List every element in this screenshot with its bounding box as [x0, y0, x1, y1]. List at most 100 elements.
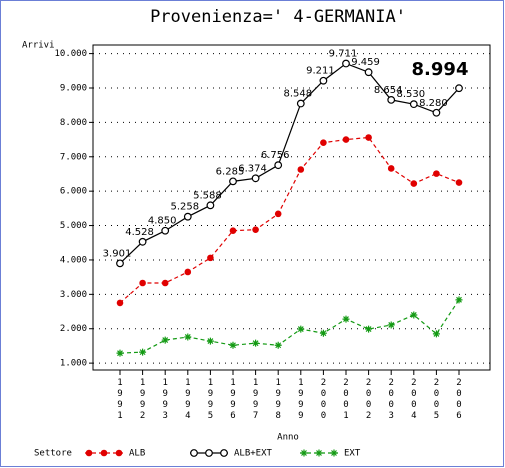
legend-marker — [300, 449, 308, 457]
y-tick-label: 2.000 — [60, 324, 87, 334]
point — [387, 321, 395, 329]
legend-label: ALB+EXT — [234, 449, 273, 459]
point — [274, 210, 282, 218]
plot-frame — [92, 44, 491, 371]
point — [207, 254, 214, 262]
y-tick-label: 4.000 — [60, 255, 87, 265]
data-label: 8.530 — [396, 89, 425, 100]
point — [229, 341, 237, 349]
point — [342, 315, 350, 323]
point — [319, 329, 327, 337]
series-line — [119, 299, 460, 354]
point — [161, 279, 169, 287]
data-label: 9.211 — [306, 66, 335, 77]
point — [206, 201, 215, 210]
legend-marker — [220, 449, 228, 457]
annotation: 8.994 — [412, 59, 469, 80]
point — [206, 337, 214, 345]
point — [342, 136, 350, 143]
point — [229, 227, 237, 235]
legend-marker — [315, 449, 323, 457]
point — [297, 166, 305, 173]
point — [116, 259, 124, 268]
point — [138, 237, 147, 246]
data-label: 6.756 — [261, 150, 290, 161]
data-label: 5.258 — [170, 202, 199, 213]
data-label: 6.285 — [216, 166, 245, 177]
series-line — [119, 136, 460, 304]
y-tick-label: 8.000 — [60, 118, 87, 128]
point — [183, 212, 192, 221]
point — [342, 59, 350, 68]
data-label: 9.459 — [351, 57, 380, 68]
legend-marker — [330, 449, 338, 457]
y-tick-label: 5.000 — [60, 221, 87, 231]
y-tick-label: 6.000 — [60, 187, 87, 197]
chart-title: Provenienza=' 4-GERMANIA' — [150, 7, 406, 27]
series-line — [119, 62, 460, 264]
y-tick-label: 3.000 — [60, 290, 87, 300]
point — [387, 165, 395, 172]
point — [296, 99, 305, 108]
point — [297, 325, 305, 333]
legend-marker — [100, 449, 108, 457]
data-label: 5.588 — [193, 190, 222, 201]
point — [410, 180, 418, 187]
point — [139, 279, 146, 287]
point — [252, 339, 260, 347]
point — [116, 349, 124, 357]
data-label: 8.548 — [283, 89, 312, 100]
point — [161, 336, 169, 344]
data-label: 8.654 — [374, 85, 403, 96]
data-label: 9.711 — [329, 49, 358, 60]
point — [184, 333, 192, 341]
point — [365, 134, 372, 141]
x-axis-label: Anno — [277, 433, 299, 443]
y-tick-label: 10.000 — [54, 49, 87, 59]
point — [455, 84, 463, 93]
legend-marker — [115, 449, 123, 457]
legend-marker — [205, 449, 213, 457]
legend-title: Settore — [34, 449, 72, 459]
point — [229, 177, 237, 186]
point — [251, 174, 260, 183]
point — [252, 226, 259, 233]
point — [410, 311, 418, 319]
point — [387, 95, 396, 104]
point — [274, 341, 282, 349]
point — [365, 325, 373, 333]
point — [409, 100, 418, 109]
point — [319, 76, 328, 85]
y-tick-label: 7.000 — [60, 152, 87, 162]
y-tick-label: 9.000 — [60, 83, 87, 93]
data-label: 6.374 — [238, 163, 267, 174]
point — [433, 170, 440, 177]
y-tick-label: 1.000 — [60, 359, 87, 369]
point — [274, 161, 283, 170]
point — [455, 179, 463, 186]
point — [432, 330, 440, 338]
legend-label: ALB — [129, 449, 145, 459]
point — [139, 348, 147, 356]
point — [116, 299, 124, 307]
legend-marker — [190, 449, 198, 457]
point — [161, 226, 170, 235]
data-label: 4.528 — [125, 227, 154, 238]
